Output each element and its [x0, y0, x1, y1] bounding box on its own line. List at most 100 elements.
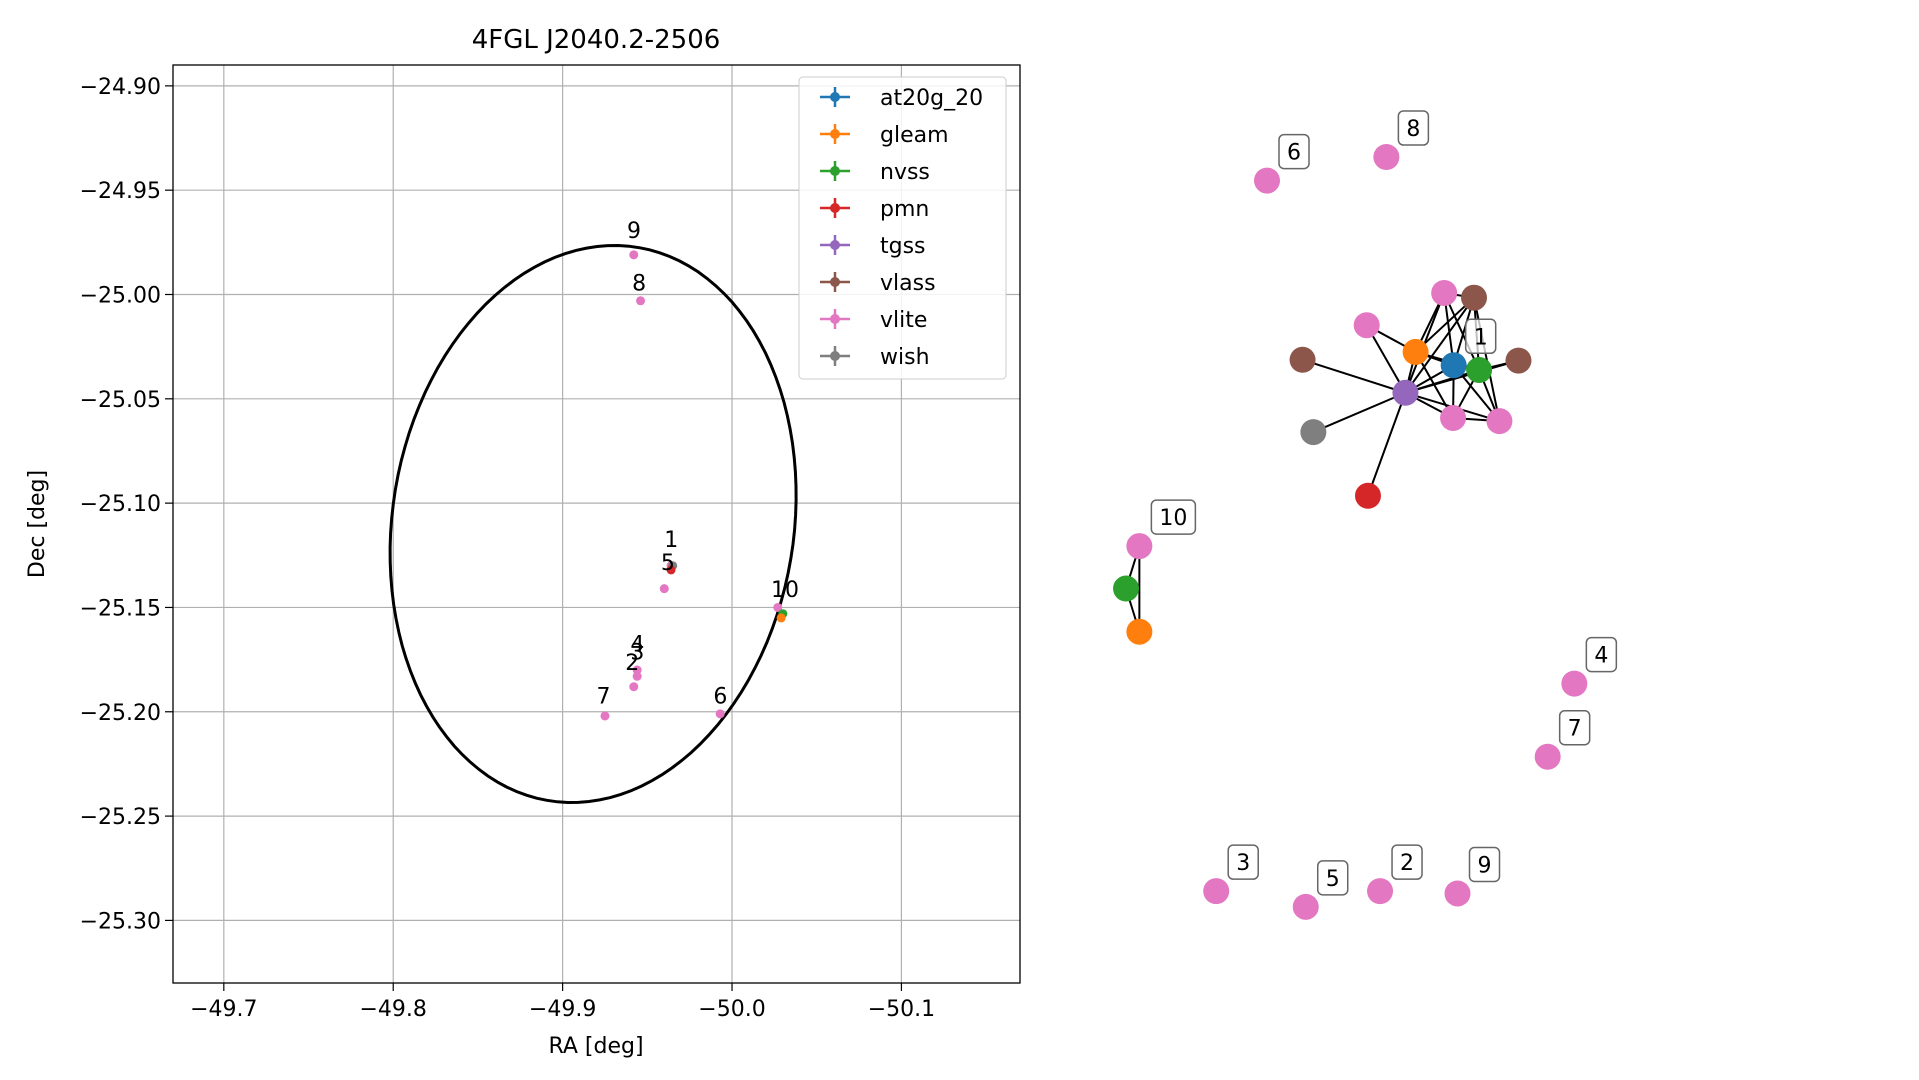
gridlines [173, 65, 1020, 983]
node-wish [1300, 419, 1327, 446]
node-vlite [1292, 893, 1319, 920]
point-label: 2 [625, 651, 639, 676]
network-edge [1414, 296, 1475, 353]
network-edges [1125, 291, 1519, 633]
y-tick-label: −25.00 [80, 284, 161, 309]
node-vlite [1126, 533, 1153, 560]
node-vlite [1561, 670, 1588, 697]
legend-label: wish [880, 345, 930, 370]
point-vlite [632, 671, 642, 681]
node-label: 9 [1478, 853, 1492, 878]
node-label-box [1558, 709, 1591, 746]
network-edge [1302, 358, 1406, 394]
node-vlite [1373, 144, 1400, 170]
node-label-box [1468, 846, 1501, 883]
legend-dot-gleam [830, 129, 840, 139]
plot-frame [172, 64, 1021, 984]
legend-label: gleam [880, 123, 949, 148]
point-label: 1 [664, 528, 678, 553]
node-vlite [1431, 279, 1458, 306]
point-label: 3 [630, 641, 644, 666]
node-vlite [1353, 312, 1380, 339]
legend-box [798, 76, 1007, 380]
node-vlass [1461, 284, 1488, 311]
point-label: 9 [627, 219, 641, 244]
node-tgss [1392, 379, 1419, 406]
legend-dot-vlite [830, 314, 840, 324]
network-nodes [1113, 144, 1588, 920]
node-label-box [1316, 860, 1349, 896]
node-label: 2 [1400, 851, 1414, 876]
x-axis-ticks: −50.1 −50.0 −49.9 −49.8 −49.7 [190, 983, 935, 1022]
node-vlite [1440, 404, 1467, 431]
y-axis-ticks: −24.90 −24.95 −25.00 −25.05 −25.10 −25.15 −25.… [80, 75, 173, 934]
point-pmn [666, 565, 676, 575]
node-label: 8 [1406, 117, 1420, 142]
legend-dot-wish [830, 351, 840, 361]
legend-dot-pmn [830, 203, 840, 213]
node-vlite [1254, 167, 1281, 194]
y-tick-label: −25.05 [80, 388, 161, 413]
y-tick-label: −25.30 [80, 909, 161, 934]
node-label: 7 [1568, 717, 1582, 742]
node-vlite [1534, 743, 1561, 770]
node-label: 6 [1287, 141, 1301, 166]
node-vlass [1505, 347, 1532, 374]
network-edge [1312, 391, 1406, 434]
network-edge [1473, 297, 1501, 422]
point-vlite [773, 602, 783, 612]
legend-dot-nvss [830, 166, 840, 176]
network-edge [1404, 297, 1475, 394]
node-label: 1 [1474, 325, 1488, 350]
legend-dot-at20g_20 [830, 92, 840, 102]
y-tick-label: −24.90 [80, 75, 161, 100]
node-label: 5 [1326, 867, 1340, 892]
point-gleam [776, 613, 786, 623]
node-vlite [1203, 878, 1230, 905]
y-tick-label: −25.20 [80, 701, 161, 726]
node-label-box [1278, 133, 1310, 170]
node-label-box [1397, 110, 1430, 146]
node-nvss [1113, 575, 1140, 602]
legend-label: vlass [880, 271, 936, 296]
point-vlite [629, 682, 639, 692]
x-tick-label: −49.8 [360, 997, 427, 1022]
point-label: 8 [632, 271, 646, 296]
x-tick-label: −49.9 [529, 997, 596, 1022]
legend-label: pmn [880, 197, 929, 222]
point-vlite [715, 709, 725, 719]
legend-dot-vlass [830, 277, 840, 287]
node-label-box [1585, 636, 1618, 673]
legend-label: nvss [880, 160, 930, 185]
point-vlite [600, 711, 610, 721]
node-label-box [1150, 499, 1197, 535]
y-tick-label: −25.10 [80, 492, 161, 517]
node-label-box [1227, 844, 1259, 880]
x-axis-label: RA [deg] [548, 1034, 643, 1059]
y-tick-label: −25.15 [80, 596, 161, 621]
network-graph: 1 10 4 7 6 3 5 2 8 9 [1113, 110, 1618, 920]
legend-label: tgss [880, 234, 926, 259]
x-tick-label: −50.1 [868, 997, 935, 1022]
point-label: 5 [661, 551, 675, 576]
point-label: 7 [597, 684, 611, 709]
node-gleam [1402, 338, 1429, 365]
error-ellipse [388, 243, 798, 805]
y-axis-label: Dec [deg] [25, 470, 50, 578]
scatter-points [600, 250, 788, 721]
uncertainty-ellipse [388, 243, 798, 805]
point-vlite [636, 296, 646, 306]
legend-dot-tgss [830, 240, 840, 250]
node-at20g_20 [1440, 352, 1467, 379]
point-vlite [629, 250, 639, 260]
legend-label: at20g_20 [880, 86, 983, 111]
node-nvss [1466, 357, 1493, 384]
x-tick-label: −49.7 [190, 997, 257, 1022]
y-tick-label: −24.95 [80, 179, 161, 204]
network-edge [1367, 392, 1407, 497]
node-label-box [1464, 318, 1497, 355]
